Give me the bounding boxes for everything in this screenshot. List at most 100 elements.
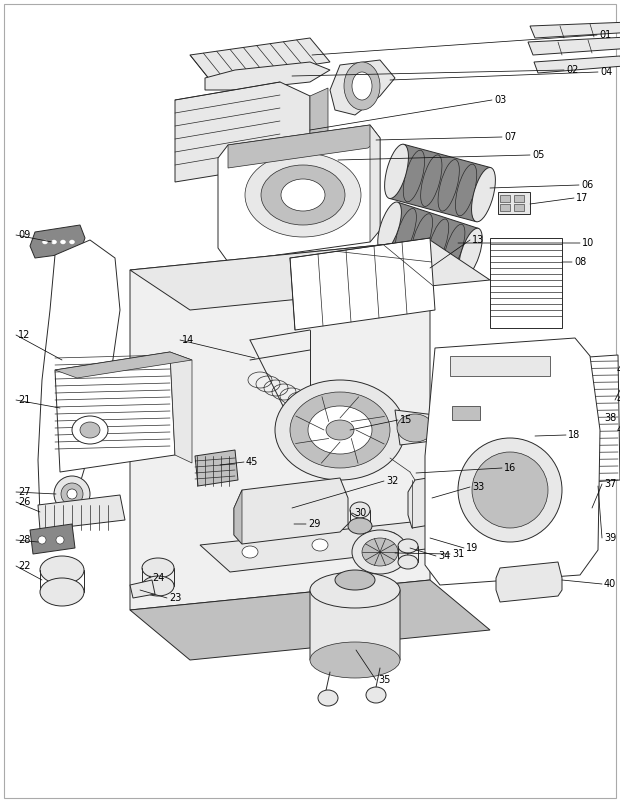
Ellipse shape: [290, 392, 390, 468]
Text: 18: 18: [568, 430, 580, 440]
Ellipse shape: [61, 483, 83, 505]
Bar: [490, 238, 562, 328]
Ellipse shape: [318, 690, 338, 706]
Ellipse shape: [275, 380, 405, 480]
Ellipse shape: [350, 502, 370, 518]
Ellipse shape: [38, 536, 46, 544]
Ellipse shape: [72, 416, 108, 444]
Text: 10: 10: [582, 238, 594, 248]
Polygon shape: [425, 338, 600, 585]
Polygon shape: [30, 524, 75, 554]
Text: 19: 19: [466, 543, 478, 553]
Ellipse shape: [43, 240, 48, 244]
Polygon shape: [200, 520, 460, 572]
Polygon shape: [408, 474, 456, 528]
Ellipse shape: [308, 406, 372, 454]
Ellipse shape: [261, 165, 345, 225]
Text: 27: 27: [18, 487, 30, 497]
Ellipse shape: [61, 240, 66, 244]
Text: 15: 15: [400, 415, 412, 425]
Text: 01: 01: [599, 30, 611, 40]
Polygon shape: [228, 125, 380, 168]
Text: 30: 30: [354, 508, 366, 518]
Polygon shape: [130, 580, 490, 660]
Text: 29: 29: [308, 519, 321, 529]
Ellipse shape: [384, 144, 409, 199]
Ellipse shape: [366, 687, 386, 703]
Ellipse shape: [80, 422, 100, 438]
Ellipse shape: [382, 532, 398, 544]
Ellipse shape: [398, 555, 418, 569]
Ellipse shape: [310, 572, 400, 608]
Polygon shape: [38, 240, 120, 520]
Polygon shape: [528, 37, 620, 55]
Text: 21: 21: [18, 395, 30, 405]
Polygon shape: [218, 125, 380, 262]
Ellipse shape: [54, 476, 90, 512]
Text: 16: 16: [504, 463, 516, 473]
Text: 09: 09: [18, 230, 30, 240]
Bar: [508, 424, 524, 434]
Polygon shape: [55, 352, 175, 472]
Polygon shape: [234, 490, 242, 544]
Text: 17: 17: [576, 193, 588, 203]
Ellipse shape: [472, 168, 495, 222]
Bar: [500, 204, 510, 211]
Text: 02: 02: [566, 65, 578, 75]
Ellipse shape: [348, 518, 372, 534]
Bar: [498, 192, 530, 214]
Text: 33: 33: [472, 482, 484, 492]
Text: 31: 31: [452, 549, 464, 559]
Polygon shape: [534, 56, 620, 73]
Polygon shape: [330, 60, 395, 115]
Polygon shape: [290, 238, 435, 330]
Bar: [452, 406, 480, 420]
Bar: [500, 195, 510, 202]
Ellipse shape: [326, 420, 354, 440]
Ellipse shape: [69, 240, 74, 244]
Text: 39: 39: [604, 533, 616, 543]
Bar: [486, 436, 502, 446]
Polygon shape: [395, 410, 440, 445]
Text: 35: 35: [378, 675, 391, 685]
Polygon shape: [310, 580, 400, 672]
Ellipse shape: [293, 520, 307, 530]
Polygon shape: [381, 202, 479, 277]
Text: 08: 08: [574, 257, 587, 267]
Polygon shape: [510, 472, 592, 546]
Text: 26: 26: [18, 497, 30, 507]
Text: 38: 38: [604, 413, 616, 423]
Polygon shape: [38, 495, 125, 530]
Polygon shape: [545, 355, 620, 485]
Bar: [464, 436, 480, 446]
Ellipse shape: [312, 539, 328, 551]
Text: 34: 34: [438, 551, 450, 561]
Polygon shape: [195, 450, 238, 486]
Ellipse shape: [415, 483, 425, 493]
Ellipse shape: [40, 578, 84, 606]
Text: 03: 03: [494, 95, 507, 105]
Polygon shape: [310, 88, 328, 155]
Polygon shape: [170, 352, 192, 463]
Polygon shape: [130, 240, 490, 310]
Ellipse shape: [352, 72, 372, 100]
Ellipse shape: [40, 556, 84, 584]
Ellipse shape: [310, 642, 400, 678]
Ellipse shape: [313, 145, 357, 175]
Polygon shape: [30, 225, 85, 258]
Text: 28: 28: [18, 535, 30, 545]
Polygon shape: [460, 415, 535, 455]
Ellipse shape: [67, 489, 77, 499]
Text: 05: 05: [532, 150, 544, 160]
Text: 22: 22: [18, 561, 30, 571]
Text: 12: 12: [18, 330, 30, 340]
Text: 44: 44: [617, 425, 620, 435]
Ellipse shape: [142, 558, 174, 578]
Ellipse shape: [321, 151, 349, 169]
Bar: [450, 356, 550, 376]
Polygon shape: [190, 38, 330, 80]
Polygon shape: [496, 562, 562, 602]
Bar: [464, 424, 480, 434]
Text: 07: 07: [504, 132, 516, 142]
Text: eReplacementParts.com: eReplacementParts.com: [200, 421, 420, 439]
